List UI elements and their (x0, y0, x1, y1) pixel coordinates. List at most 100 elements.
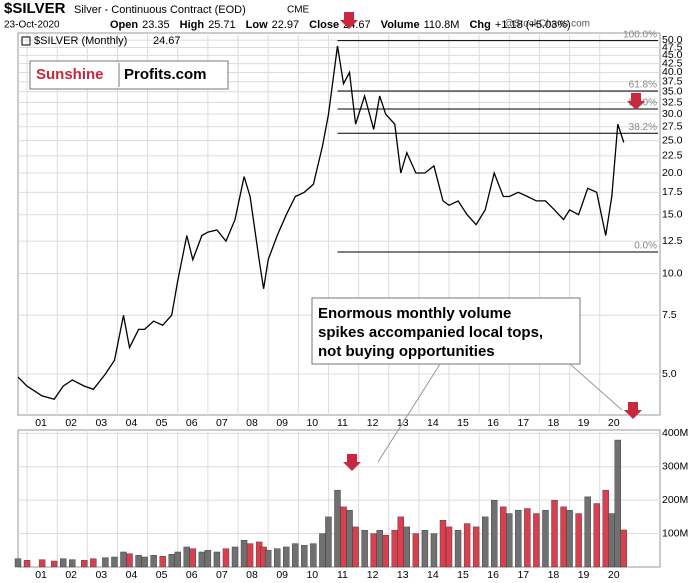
x-tick-label: 14 (427, 417, 439, 429)
volume-bar (472, 526, 480, 568)
volume-bar (412, 533, 420, 568)
volume-bar (60, 558, 67, 568)
volume-bar (174, 551, 181, 568)
logo-right: Profits.com (124, 66, 207, 83)
y-tick-label: 47.5 (662, 41, 683, 53)
x-tick-label: 15 (457, 417, 469, 429)
volume-bar (283, 546, 290, 568)
price-line (17, 45, 625, 401)
annotation-line: spikes accompanied local tops, (318, 324, 543, 341)
pointer (569, 363, 623, 411)
volume-bar (445, 526, 453, 568)
volume-bar (602, 489, 609, 568)
x-tick-label: 11 (337, 569, 348, 581)
volume-bar (189, 548, 197, 568)
x-tick-label: 13 (397, 569, 409, 581)
y-tick-label: 45.0 (662, 49, 683, 61)
volume-bar (274, 548, 281, 568)
y-tick-label: 400M (662, 427, 688, 439)
y-tick-label: 22.5 (662, 150, 683, 162)
volume-bar (246, 543, 254, 568)
arrow (627, 93, 645, 110)
quote-value: 23.35 (142, 19, 170, 31)
x-tick-label: 01 (35, 417, 47, 429)
annotation-box (311, 297, 581, 365)
volume-bar (439, 520, 447, 568)
exchange: CME (287, 5, 310, 16)
volume-bar (81, 560, 88, 568)
x-tick-label: 01 (35, 569, 47, 581)
volume-bar (319, 533, 326, 568)
volume-bar (370, 533, 377, 568)
volume-bar (325, 516, 332, 568)
pointer (377, 363, 441, 463)
volume-bar (614, 439, 622, 568)
y-tick-label: 7.5 (662, 309, 677, 321)
quote-label: High (180, 19, 205, 31)
x-tick-label: 19 (578, 417, 590, 429)
volume-bar (421, 530, 429, 568)
volume-bar (575, 513, 582, 568)
y-tick-label: 100M (662, 527, 688, 539)
arrow (340, 12, 358, 29)
x-tick-label: 12 (367, 417, 379, 429)
quote-value: 22.97 (272, 19, 300, 31)
volume-bar (141, 556, 148, 568)
y-tick-label: 40.0 (662, 66, 683, 78)
fib-label: 61.8% (629, 80, 657, 91)
volume-bar (168, 554, 175, 568)
x-tick-label: 07 (216, 569, 228, 581)
logo-left: Sunshine (36, 66, 104, 83)
logo-box (29, 60, 229, 90)
y-tick-label: 50.0 (662, 34, 683, 46)
volume-bar (301, 545, 308, 568)
fib-label: 38.2% (629, 122, 657, 133)
x-tick-label: 05 (156, 417, 168, 429)
quote-label: Open (110, 19, 138, 31)
copyright: @StockCharts.com (504, 19, 590, 30)
legend-swatch (21, 36, 31, 46)
quote-label: Volume (381, 19, 420, 31)
volume-bar (102, 557, 109, 568)
x-tick-label: 03 (95, 417, 107, 429)
legend-value: 24.67 (153, 35, 181, 47)
quote-label: Low (246, 19, 268, 31)
x-tick-label: 05 (156, 569, 168, 581)
volume-bar (454, 530, 462, 568)
volume-bar (430, 533, 438, 568)
legend-name: $SILVER (Monthly) (34, 35, 127, 47)
description: Silver - Continuous Contract (EOD) (74, 4, 246, 16)
volume-bar (135, 555, 142, 568)
volume-bar (126, 553, 133, 568)
x-tick-label: 07 (216, 417, 228, 429)
volume-bar (198, 551, 206, 568)
x-tick-label: 04 (126, 569, 138, 581)
x-tick-label: 17 (517, 417, 529, 429)
x-tick-label: 15 (457, 569, 469, 581)
volume-bar (50, 560, 58, 568)
annotation-line: not buying opportunities (318, 343, 495, 360)
volume-bar (620, 529, 628, 568)
volume-bar (391, 530, 398, 568)
y-tick-label: 200M (662, 494, 688, 506)
volume-bar (231, 546, 239, 568)
y-tick-label: 300M (662, 461, 688, 473)
volume-bar (204, 550, 212, 568)
volume-bar (542, 509, 549, 568)
x-tick-label: 09 (276, 417, 288, 429)
volume-bar (491, 499, 498, 568)
quote-value: +1.18 (+5.03%) (495, 19, 571, 31)
volume-bar (23, 560, 31, 568)
y-tick-label: 17.5 (662, 186, 683, 198)
y-tick-label: 30.0 (662, 108, 683, 120)
y-tick-label: 27.5 (662, 121, 683, 133)
x-tick-label: 11 (337, 417, 348, 429)
x-tick-label: 18 (548, 569, 560, 581)
volume-bar (292, 543, 299, 568)
volume-bar (506, 513, 513, 568)
volume-bar (111, 556, 118, 568)
x-tick-label: 02 (65, 569, 77, 581)
y-tick-label: 35.0 (662, 86, 683, 98)
volume-bar (334, 489, 341, 568)
